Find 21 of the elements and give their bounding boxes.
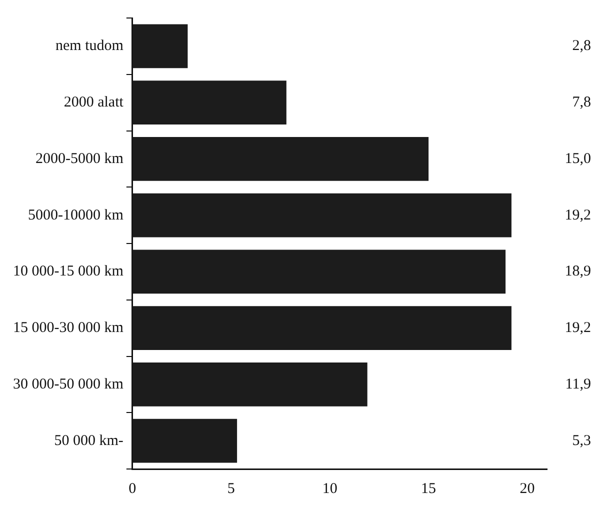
data-label: 19,2 — [564, 207, 591, 224]
x-tick-label: 20 — [520, 480, 535, 497]
x-tick-label: 15 — [421, 480, 436, 497]
y-tick-label: 5000-10000 km — [28, 207, 124, 224]
y-tick-label: 50 000 km- — [54, 432, 124, 449]
data-label: 15,0 — [564, 150, 591, 167]
y-tick-label: 30 000-50 000 km — [12, 376, 124, 392]
data-label: 19,2 — [564, 320, 591, 336]
y-tick-label: nem tudom — [55, 38, 124, 54]
x-tick-label: 10 — [322, 480, 338, 497]
data-label: 7,8 — [572, 94, 591, 110]
data-label: 11,9 — [565, 376, 591, 392]
data-label: 2,8 — [572, 38, 591, 54]
x-tick-label: 5 — [227, 480, 235, 497]
y-tick-label: 2000-5000 km — [35, 150, 124, 167]
y-tick-label: 10 000-15 000 km — [12, 264, 124, 280]
x-tick-label: 0 — [128, 480, 136, 497]
data-label: 5,3 — [572, 432, 591, 449]
y-tick-label: 2000 alatt — [64, 94, 124, 110]
y-tick-label: 15 000-30 000 km — [12, 320, 124, 336]
data-label: 18,9 — [564, 264, 591, 280]
